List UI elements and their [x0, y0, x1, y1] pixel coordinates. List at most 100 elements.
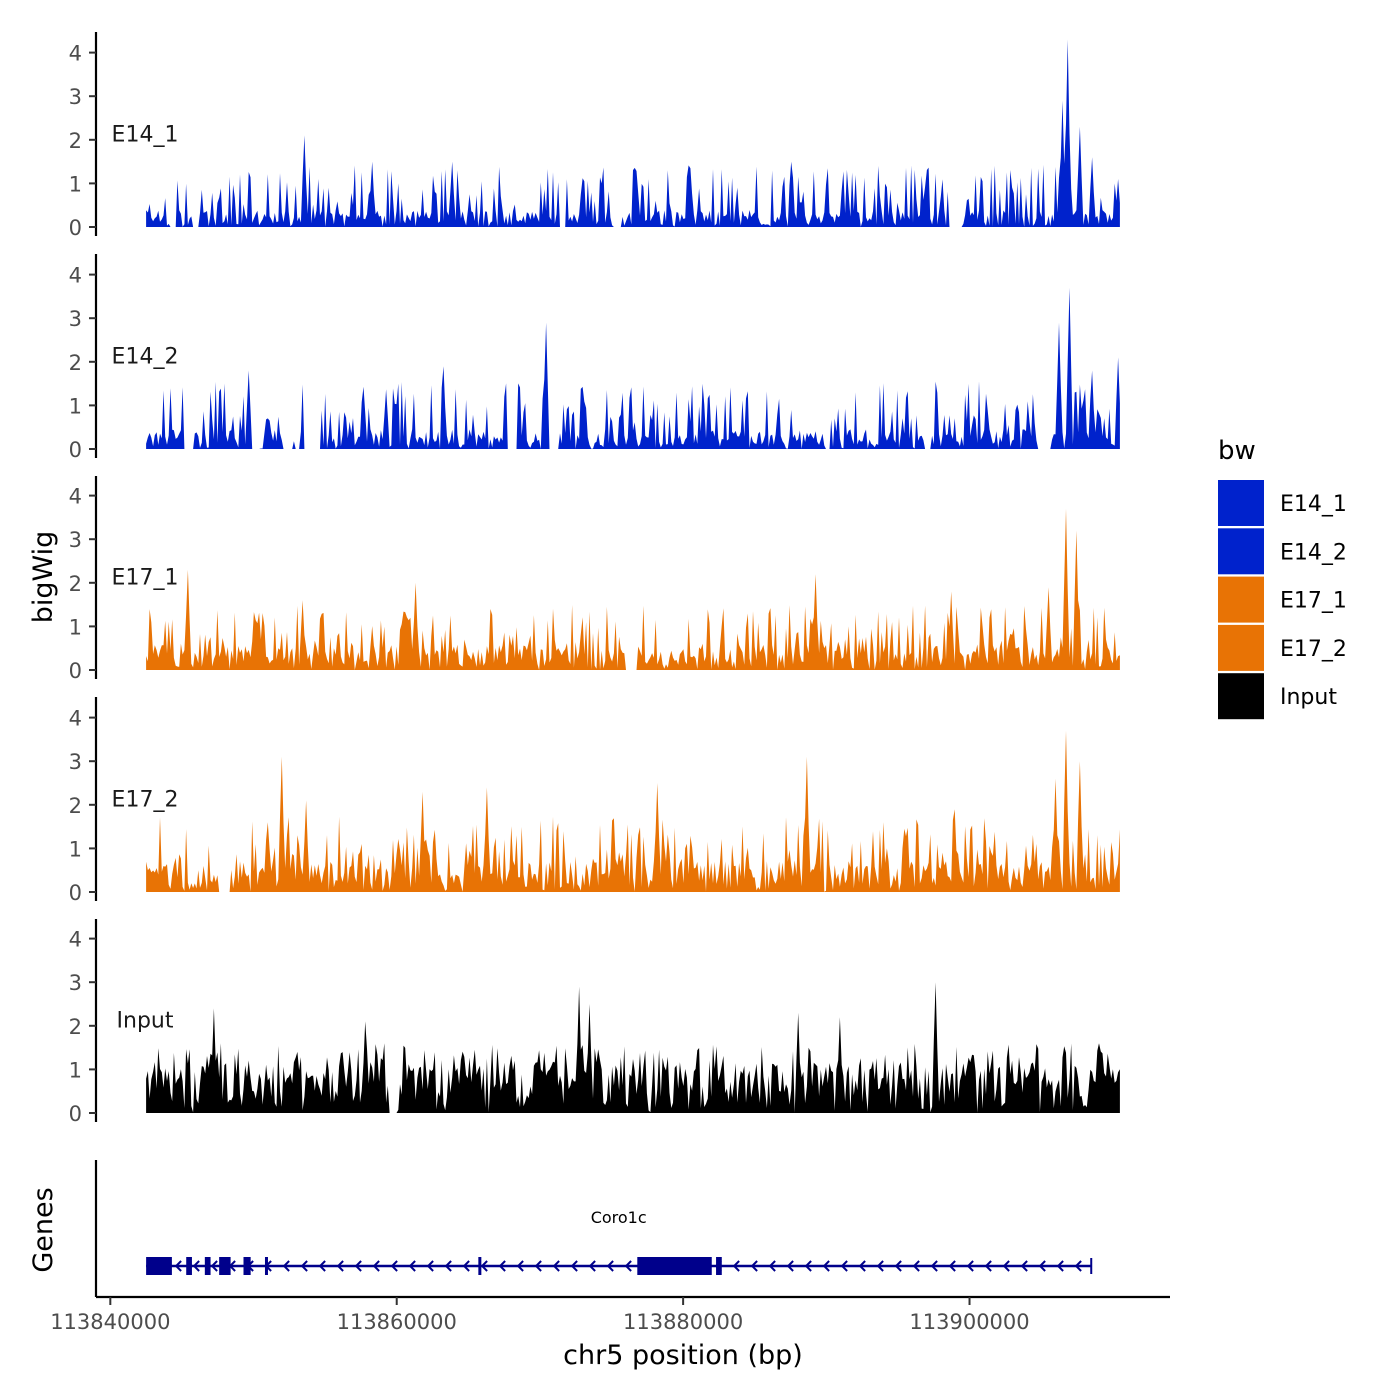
strand-arrow	[786, 1260, 794, 1272]
strand-arrow	[1056, 1260, 1064, 1272]
y-tick-label: 0	[69, 1102, 82, 1126]
y-tick-label: 0	[69, 216, 82, 240]
gene-exon	[186, 1257, 192, 1275]
y-tick-label: 1	[69, 394, 82, 418]
y-tick-label: 4	[69, 707, 82, 731]
track-label: E14_1	[112, 122, 179, 147]
strand-arrow	[462, 1260, 470, 1272]
legend-title: bw	[1218, 436, 1256, 466]
legend-swatch	[1218, 480, 1264, 526]
coverage-tracks: 0 1 2 3 4 E14_1 0 1 2 3 4 E14_2 0 1 2 3 4 E17_1 0 1 2 3 4 E17_2…	[69, 32, 1120, 1126]
coverage-area	[146, 730, 1120, 892]
strand-arrow	[822, 1260, 830, 1272]
legend-label: Input	[1280, 685, 1337, 710]
y-tick-label: 1	[69, 837, 82, 861]
y-tick-label: 1	[69, 172, 82, 196]
strand-arrow	[912, 1260, 920, 1272]
legend-item-e17-1: E17_1	[1218, 576, 1347, 623]
x-tick-label: 113840000	[50, 1310, 170, 1334]
y-tick-label: 1	[69, 1058, 82, 1082]
strand-arrow	[1074, 1260, 1082, 1272]
strand-arrow	[534, 1260, 542, 1272]
strand-arrow	[804, 1260, 812, 1272]
y-tick-label: 0	[69, 659, 82, 683]
x-axis: 113840000 113860000 113880000 113900000	[50, 1295, 1170, 1334]
legend-swatch	[1218, 673, 1264, 720]
strand-arrow	[1002, 1260, 1010, 1272]
y-tick-label: 4	[69, 485, 82, 509]
strand-arrow	[318, 1260, 326, 1272]
strand-arrow	[606, 1260, 614, 1272]
strand-arrow	[876, 1260, 884, 1272]
strand-arrow	[372, 1260, 380, 1272]
y-tick-label: 2	[69, 572, 82, 596]
strand-arrow	[282, 1260, 290, 1272]
track-e14-2: 0 1 2 3 4 E14_2	[69, 254, 1120, 462]
y-tick-label: 4	[69, 42, 82, 66]
strand-arrow	[948, 1260, 956, 1272]
strand-arrow	[498, 1260, 506, 1272]
legend-label: E17_2	[1280, 637, 1347, 662]
strand-arrow	[1020, 1260, 1028, 1272]
strand-arrow	[768, 1260, 776, 1272]
strand-arrow	[516, 1260, 524, 1272]
strand-arrow	[894, 1260, 902, 1272]
gene-exon	[478, 1257, 482, 1275]
track-e17-2: 0 1 2 3 4 E17_2	[69, 697, 1120, 905]
gene-model: Coro1c	[146, 1208, 1093, 1275]
y-tick-label: 2	[69, 129, 82, 153]
y-tick-label: 0	[69, 881, 82, 905]
x-tick-label: 113860000	[337, 1310, 457, 1334]
genes-panel: Coro1c	[94, 1160, 1093, 1297]
y-tick-label: 0	[69, 438, 82, 462]
legend-label: E14_1	[1280, 492, 1347, 517]
coverage-area	[146, 39, 1120, 227]
strand-arrow	[192, 1260, 200, 1272]
strand-arrow	[588, 1260, 596, 1272]
strand-arrow	[858, 1260, 866, 1272]
gene-exon	[264, 1257, 268, 1275]
legend-swatch	[1218, 528, 1264, 575]
strand-arrow	[570, 1260, 578, 1272]
legend-label: E17_1	[1280, 589, 1347, 614]
y-tick-label: 3	[69, 750, 82, 774]
x-axis-title: chr5 position (bp)	[563, 1340, 803, 1371]
legend-swatch	[1218, 576, 1264, 623]
strand-arrow	[426, 1260, 434, 1272]
track-e14-1: 0 1 2 3 4 E14_1	[69, 32, 1120, 240]
coverage-area	[146, 508, 1120, 670]
legend: bw E14_1 E14_2 E17_1 E17_2 Input	[1218, 436, 1347, 720]
strand-arrow	[444, 1260, 452, 1272]
strand-arrow	[336, 1260, 344, 1272]
y-tick-label: 4	[69, 928, 82, 952]
legend-item-e17-2: E17_2	[1218, 624, 1347, 671]
coverage-area	[146, 287, 1120, 449]
y-tick-label: 4	[69, 264, 82, 288]
strand-arrow	[624, 1260, 632, 1272]
gene-exon	[716, 1257, 722, 1275]
strand-arrow	[354, 1260, 362, 1272]
strand-arrow	[552, 1260, 560, 1272]
y-tick-label: 1	[69, 615, 82, 639]
track-label: E17_1	[112, 565, 179, 590]
genes-axis-title: Genes	[28, 1187, 59, 1272]
strand-arrow	[1038, 1260, 1046, 1272]
strand-arrow	[210, 1260, 218, 1272]
gene-name-label: Coro1c	[591, 1208, 647, 1227]
strand-arrow	[390, 1260, 398, 1272]
y-tick-label: 3	[69, 971, 82, 995]
strand-arrow	[840, 1260, 848, 1272]
y-tick-label: 3	[69, 85, 82, 109]
legend-item-e14-2: E14_2	[1218, 528, 1347, 575]
track-e17-1: 0 1 2 3 4 E17_1	[69, 476, 1120, 683]
gene-exon	[146, 1257, 172, 1275]
track-label: Input	[117, 1008, 174, 1033]
gene-exon	[204, 1257, 211, 1275]
legend-swatch	[1218, 624, 1264, 671]
strand-arrow	[984, 1260, 992, 1272]
gene-exon	[243, 1257, 251, 1275]
track-label: E17_2	[112, 787, 179, 812]
track-input: 0 1 2 3 4 Input	[69, 919, 1120, 1126]
strand-arrow	[408, 1260, 416, 1272]
strand-arrow	[966, 1260, 974, 1272]
